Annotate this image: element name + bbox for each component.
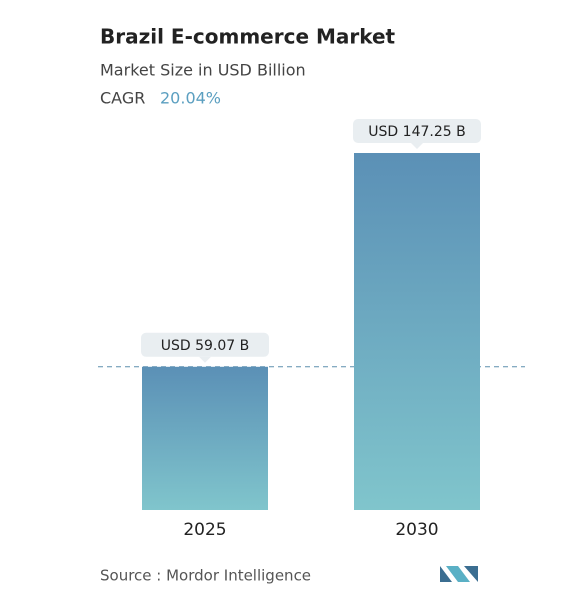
x-tick-label: 2025 (183, 520, 226, 540)
source: Source : Mordor Intelligence (100, 567, 311, 585)
value-label-box (353, 119, 481, 143)
value-label-box (141, 332, 269, 357)
value-label: USD 59.07 B (161, 338, 250, 354)
cagr-value: 20.04% (160, 89, 221, 108)
value-label-pointer (411, 143, 423, 149)
chart-title: Brazil E-commerce Market (100, 25, 396, 49)
logo (440, 566, 478, 582)
cagr-label: CAGR (100, 89, 145, 108)
value-label: USD 147.25 B (368, 124, 465, 140)
bar (354, 153, 480, 510)
bar (142, 366, 268, 510)
x-tick-label: 2030 (395, 520, 438, 540)
chart-subtitle: Market Size in USD Billion (100, 61, 306, 80)
value-label-pointer (199, 356, 211, 363)
